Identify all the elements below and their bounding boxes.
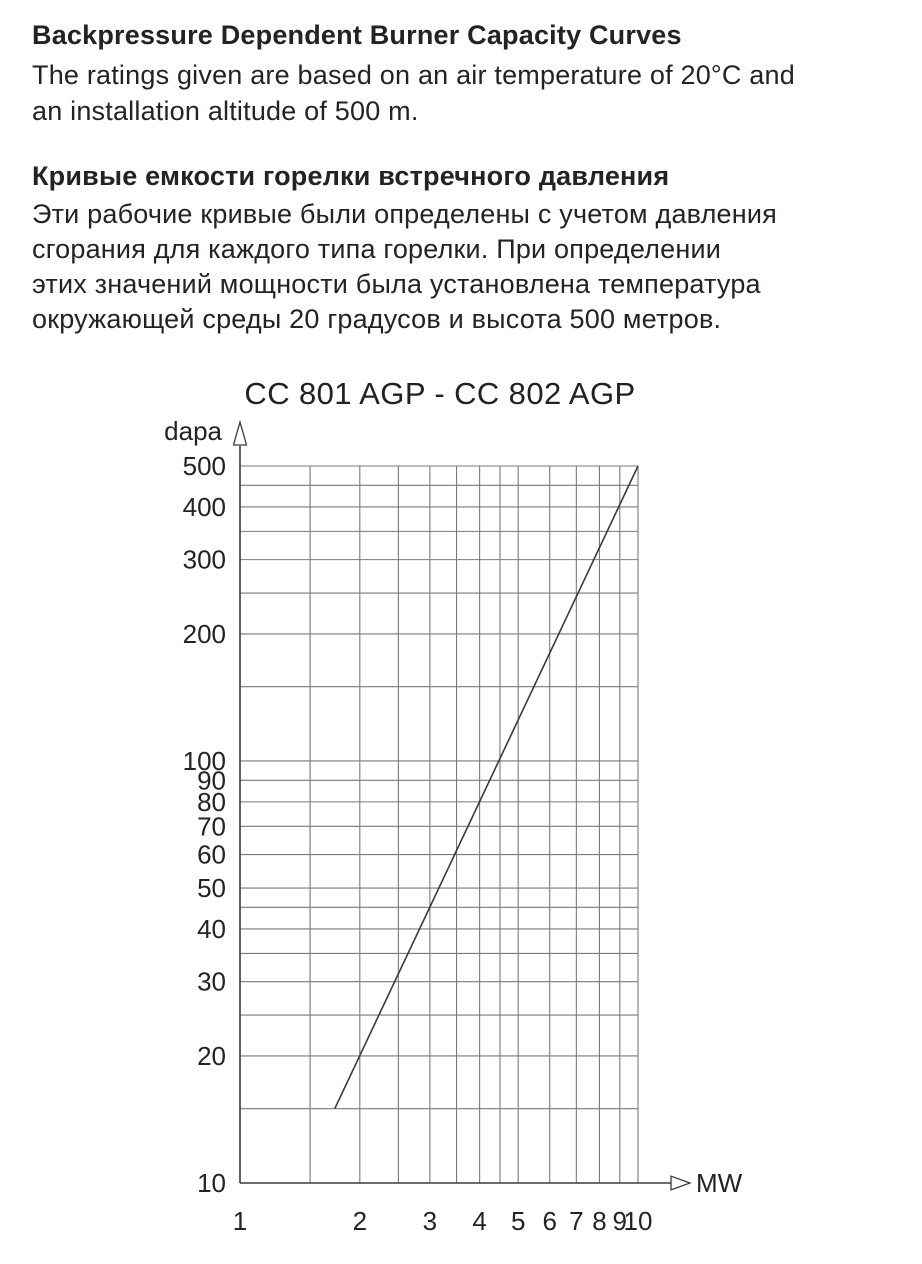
x-axis-unit-label: MW <box>696 1168 743 1198</box>
y-tick-label: 400 <box>183 492 226 522</box>
capacity-curve <box>334 465 639 1110</box>
x-tick-label: 3 <box>423 1206 437 1236</box>
y-tick-label: 80 <box>197 787 226 817</box>
y-tick-label: 70 <box>197 811 226 841</box>
russian-paragraph: Эти рабочие кривые были определены с уче… <box>32 197 777 337</box>
y-tick-label: 100 <box>183 746 226 776</box>
x-tick-label: 8 <box>592 1206 606 1236</box>
paragraph-line: этих значений мощности была установлена … <box>32 269 761 299</box>
russian-heading: Кривые емкости горелки встречного давлен… <box>32 161 670 191</box>
x-tick-label: 6 <box>542 1206 556 1236</box>
y-tick-label: 200 <box>183 619 226 649</box>
chart-title: CC 801 AGP - CC 802 AGP <box>244 376 636 411</box>
paragraph-line: окружающей среды 20 градусов и высота 50… <box>32 304 722 334</box>
y-tick-label: 40 <box>197 914 226 944</box>
x-tick-label: 9 <box>613 1206 627 1236</box>
y-tick-label: 30 <box>197 967 226 997</box>
y-tick-label: 50 <box>197 873 226 903</box>
english-paragraph: The ratings given are based on an air te… <box>32 57 795 129</box>
paragraph-line: Эти рабочие кривые были определены с уче… <box>32 199 777 229</box>
paragraph-line: an installation altitude of 500 m. <box>32 96 419 126</box>
y-tick-label: 500 <box>183 451 226 481</box>
y-axis-unit-label: dapa <box>164 416 222 446</box>
y-axis-arrow-icon <box>232 419 248 446</box>
english-heading: Backpressure Dependent Burner Capacity C… <box>32 20 682 50</box>
x-tick-label: 10 <box>624 1206 653 1236</box>
x-tick-label: 4 <box>472 1206 486 1236</box>
paragraph-line: сгорания для каждого типа горелки. При о… <box>32 234 722 264</box>
y-tick-label: 300 <box>183 545 226 575</box>
y-tick-label: 90 <box>197 765 226 795</box>
x-tick-label: 5 <box>511 1206 525 1236</box>
y-tick-label: 60 <box>197 840 226 870</box>
x-tick-label: 7 <box>569 1206 583 1236</box>
x-tick-label: 1 <box>233 1206 247 1236</box>
paragraph-line: The ratings given are based on an air te… <box>32 60 795 90</box>
y-tick-label: 20 <box>197 1041 226 1071</box>
y-tick-label: 10 <box>197 1168 226 1198</box>
x-tick-label: 2 <box>353 1206 367 1236</box>
x-axis-arrow-icon <box>670 1175 692 1191</box>
